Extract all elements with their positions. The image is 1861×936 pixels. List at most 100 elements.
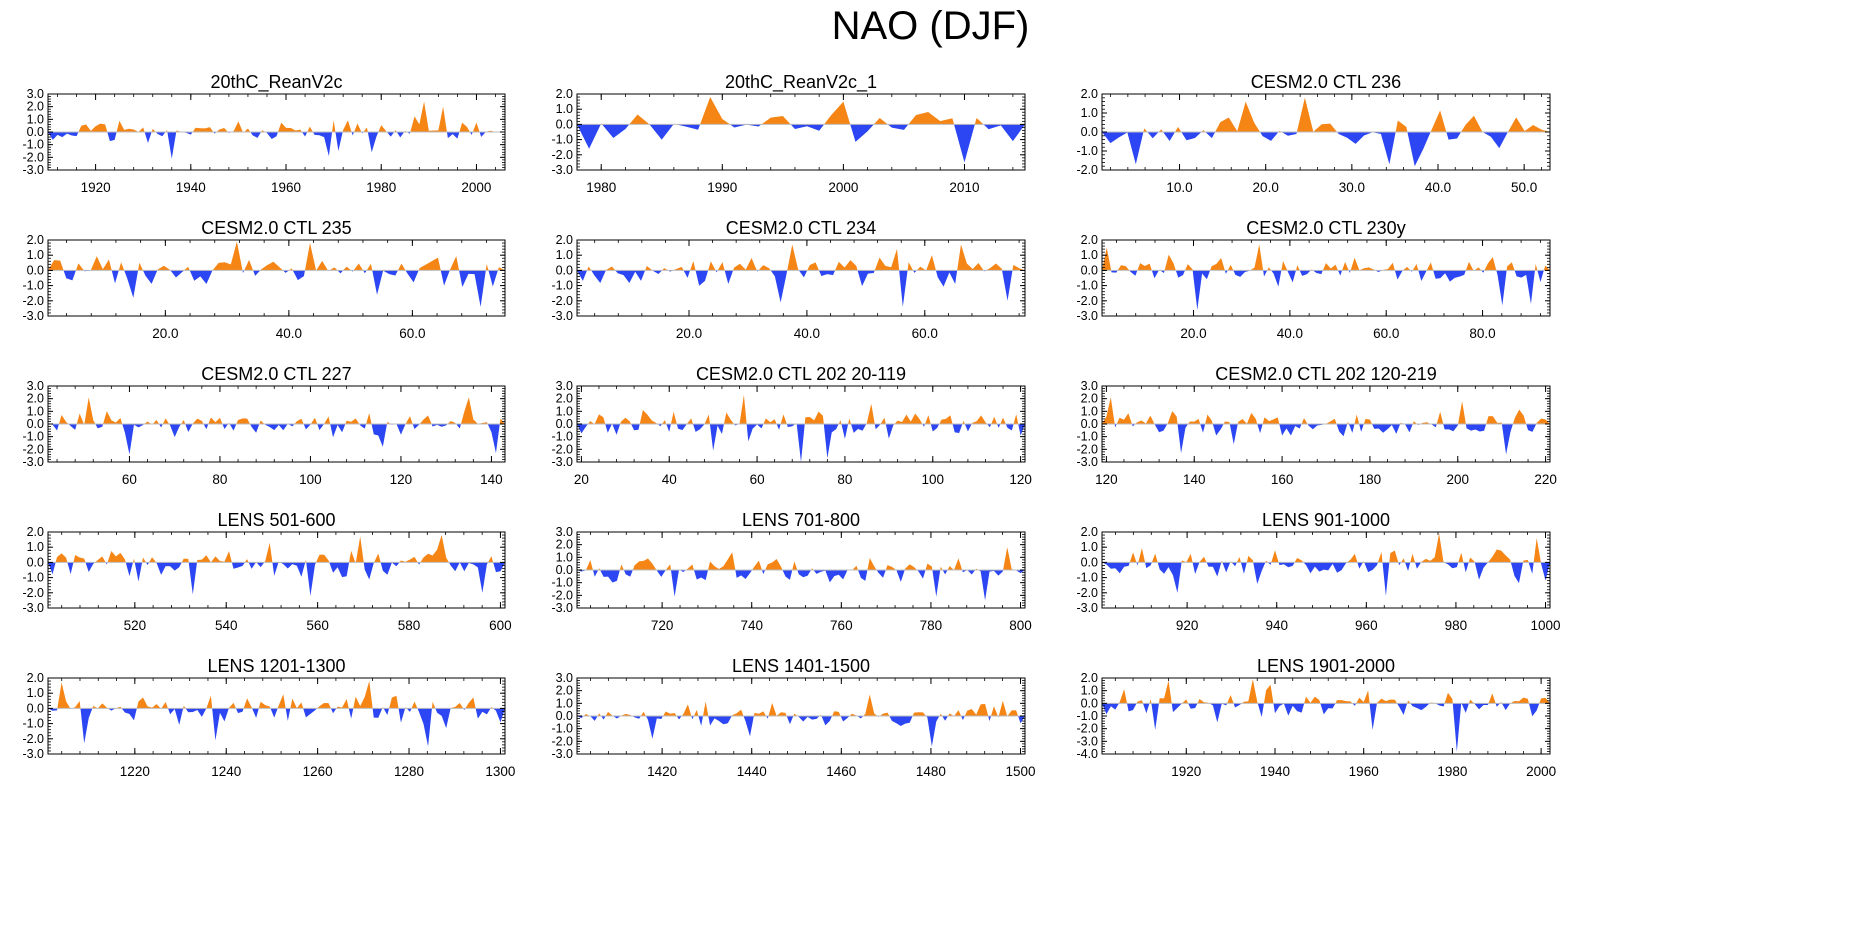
- x-tick-label: 40.0: [794, 326, 820, 341]
- chart-title: LENS 1901-2000: [1257, 656, 1395, 676]
- y-tick-label: -1.0: [551, 722, 573, 736]
- y-tick-label: -2.0: [22, 294, 44, 308]
- y-tick-label: 1.0: [1081, 404, 1098, 418]
- y-tick-label: -1.0: [551, 133, 573, 147]
- y-tick-label: 2.0: [556, 233, 573, 247]
- y-tick-label: -2.0: [22, 586, 44, 600]
- chart-title: CESM2.0 CTL 234: [726, 218, 876, 238]
- x-tick-label: 540: [215, 618, 238, 633]
- x-tick-label: 40.0: [1277, 326, 1303, 341]
- positive-area: [587, 244, 1025, 271]
- x-tick-label: 740: [740, 618, 763, 633]
- negative-area: [577, 716, 1025, 747]
- chart-svg: CESM2.0 CTL 230y 2.01.00.0 -1.0-2.0-3.0 20.…: [1076, 218, 1551, 341]
- chart-panel: CESM2.0 CTL 230y 2.0 1.0 0.0 -1.0 -2.0 -3.0 20.…: [1058, 214, 1578, 354]
- x-tick-label: 2000: [828, 180, 858, 195]
- chart-panel: LENS 1201-1300 2.0 1.0 0.0 -1.0 -2.0 -3.0 1220 1…: [4, 652, 524, 792]
- y-tick-label: 0.0: [27, 263, 44, 277]
- negative-area: [48, 132, 496, 159]
- plot-frame: [1101, 239, 1551, 317]
- x-tick-label: 1280: [394, 764, 424, 779]
- plot-frame: [576, 93, 1026, 171]
- chart-title: LENS 701-800: [742, 510, 860, 530]
- y-tick-label: 1.0: [556, 550, 573, 564]
- y-tick-label: 3.0: [27, 87, 44, 101]
- x-tick-label: 1980: [586, 180, 616, 195]
- positive-area: [1102, 244, 1550, 271]
- positive-area: [1102, 397, 1550, 424]
- y-tick-label: -2.0: [1076, 722, 1098, 736]
- x-tick-label: 20.0: [152, 326, 178, 341]
- x-tick-label: 1500: [1005, 764, 1035, 779]
- y-tick-label: 2.0: [556, 87, 573, 101]
- y-tick-label: 2.0: [27, 100, 44, 114]
- y-tick-label: -2.0: [551, 294, 573, 308]
- y-tick-label: -2.0: [1076, 442, 1098, 456]
- y-tick-label: 1.0: [556, 404, 573, 418]
- y-tick-label: -1.0: [22, 430, 44, 444]
- chart-panel: LENS 1901-2000 2.0 1.0 0.0 -1.0 -2.0 -3.0 -4.0 1…: [1058, 652, 1578, 792]
- y-tick-label: 0.0: [1081, 696, 1098, 710]
- y-tick-label: 2.0: [1081, 392, 1098, 406]
- y-tick-label: 1.0: [27, 540, 44, 554]
- y-tick-label: 0.0: [27, 701, 44, 715]
- x-tick-label: 1990: [707, 180, 737, 195]
- y-tick-label: -3.0: [1076, 309, 1098, 323]
- y-tick-label: -3.0: [1076, 601, 1098, 615]
- y-tick-label: 1.0: [27, 112, 44, 126]
- chart-svg: CESM2.0 CTL 236 2.0 1.0 0.0 -1.0 -2.0 10.0 20.0…: [1076, 72, 1551, 195]
- negative-area: [48, 562, 505, 596]
- chart-panel: CESM2.0 CTL 234 2.0 1.0 0.0 -1.0 -2.0 -3.0 20.0…: [533, 214, 1053, 354]
- chart-svg: LENS 1201-1300 2.01.00.0 -1.0-2.0-3.0 1220 1…: [22, 656, 515, 779]
- x-tick-label: 2000: [461, 180, 491, 195]
- y-tick-label: -3.0: [22, 601, 44, 615]
- chart-title: 20thC_ReanV2c: [210, 72, 342, 93]
- y-tick-label: -4.0: [1076, 747, 1098, 761]
- y-tick-label: -1.0: [1076, 279, 1098, 293]
- x-tick-label: 2010: [949, 180, 979, 195]
- y-tick-label: 0.0: [556, 563, 573, 577]
- positive-area: [48, 241, 505, 271]
- x-tick-label: 980: [1445, 618, 1468, 633]
- x-tick-label: 30.0: [1339, 180, 1365, 195]
- x-tick-label: 760: [830, 618, 853, 633]
- chart-panel: LENS 701-800 3.0 2.0 1.0 0.0 -1.0 -2.0 -3.0 720 7…: [533, 506, 1053, 646]
- y-tick-label: -2.0: [22, 732, 44, 746]
- x-tick-label: 20.0: [1180, 326, 1206, 341]
- y-tick-label: 1.0: [556, 696, 573, 710]
- y-tick-label: -3.0: [22, 163, 44, 177]
- negative-area: [577, 270, 1013, 307]
- y-tick-label: -1.0: [1076, 709, 1098, 723]
- chart-title: LENS 1401-1500: [732, 656, 870, 676]
- chart-panel: LENS 501-600 2.0 1.0 0.0 -1.0 -2.0 -3.0 520 540 5…: [4, 506, 524, 646]
- x-tick-label: 120: [1009, 472, 1032, 487]
- chart-panel: CESM2.0 CTL 202 20-119 3.0 2.0 1.0 0.0 -1.0 -2…: [533, 360, 1053, 500]
- y-tick-label: -3.0: [551, 309, 573, 323]
- negative-area: [1102, 562, 1550, 596]
- x-tick-label: 80: [837, 472, 852, 487]
- x-tick-label: 1920: [1171, 764, 1201, 779]
- y-tick-label: 3.0: [556, 379, 573, 393]
- chart-title: LENS 1201-1300: [207, 656, 345, 676]
- y-tick-label: -2.0: [1076, 163, 1098, 177]
- negative-area: [577, 424, 1025, 462]
- plot-frame: [47, 531, 506, 609]
- x-tick-label: 1260: [303, 764, 333, 779]
- y-tick-label: -3.0: [1076, 455, 1098, 469]
- x-tick-label: 200: [1446, 472, 1469, 487]
- y-tick-label: -1.0: [22, 138, 44, 152]
- negative-area: [577, 124, 1025, 163]
- y-tick-label: -3.0: [551, 455, 573, 469]
- x-tick-label: 1420: [647, 764, 677, 779]
- y-tick-label: -3.0: [551, 163, 573, 177]
- x-tick-label: 960: [1355, 618, 1378, 633]
- positive-area: [586, 547, 1015, 570]
- x-tick-label: 1940: [1260, 764, 1290, 779]
- x-tick-label: 780: [920, 618, 943, 633]
- y-tick-label: -3.0: [551, 747, 573, 761]
- figure-title: NAO (DJF): [831, 4, 1030, 48]
- y-tick-label: -1.0: [551, 279, 573, 293]
- chart-svg: CESM2.0 CTL 234 2.01.00.0 -1.0-2.0-3.0 20.0…: [551, 218, 1026, 341]
- chart-title: LENS 901-1000: [1262, 510, 1390, 530]
- x-tick-label: 1980: [1437, 764, 1467, 779]
